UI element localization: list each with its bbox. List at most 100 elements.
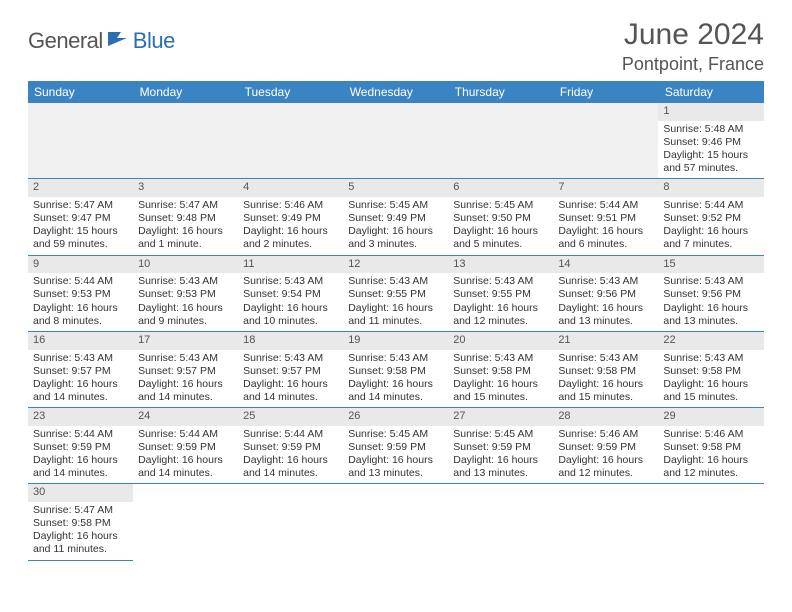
calendar-cell: 14Sunrise: 5:43 AMSunset: 9:56 PMDayligh… <box>553 255 658 331</box>
day-sunrise: Sunrise: 5:46 AM <box>558 428 653 441</box>
day-day1: Daylight: 16 hours <box>33 378 128 391</box>
day-sunrise: Sunrise: 5:43 AM <box>558 275 653 288</box>
day-day1: Daylight: 15 hours <box>33 225 128 238</box>
day-day2: and 13 minutes. <box>348 467 443 480</box>
day-sunset: Sunset: 9:58 PM <box>663 441 758 454</box>
day-sunrise: Sunrise: 5:43 AM <box>453 352 548 365</box>
day-sunrise: Sunrise: 5:43 AM <box>663 352 758 365</box>
calendar-cell: 1Sunrise: 5:48 AMSunset: 9:46 PMDaylight… <box>658 103 763 179</box>
day-day1: Daylight: 16 hours <box>33 302 128 315</box>
day-content: Sunrise: 5:46 AMSunset: 9:49 PMDaylight:… <box>238 197 343 255</box>
calendar-cell <box>658 484 763 560</box>
day-sunset: Sunset: 9:57 PM <box>33 365 128 378</box>
calendar-row: 2Sunrise: 5:47 AMSunset: 9:47 PMDaylight… <box>28 179 764 255</box>
day-day2: and 13 minutes. <box>453 467 548 480</box>
day-number: 15 <box>658 256 763 274</box>
calendar-cell <box>238 103 343 179</box>
day-day2: and 14 minutes. <box>33 467 128 480</box>
day-content: Sunrise: 5:45 AMSunset: 9:49 PMDaylight:… <box>343 197 448 255</box>
day-sunrise: Sunrise: 5:45 AM <box>348 428 443 441</box>
day-day1: Daylight: 16 hours <box>453 454 548 467</box>
day-sunset: Sunset: 9:55 PM <box>453 288 548 301</box>
day-day2: and 12 minutes. <box>558 467 653 480</box>
day-day2: and 12 minutes. <box>663 467 758 480</box>
day-sunrise: Sunrise: 5:43 AM <box>243 352 338 365</box>
calendar-cell: 16Sunrise: 5:43 AMSunset: 9:57 PMDayligh… <box>28 331 133 407</box>
weekday-header: Friday <box>553 81 658 103</box>
day-content: Sunrise: 5:47 AMSunset: 9:47 PMDaylight:… <box>28 197 133 255</box>
day-number: 23 <box>28 408 133 426</box>
day-number: 8 <box>658 179 763 197</box>
calendar-cell <box>553 103 658 179</box>
calendar-cell: 9Sunrise: 5:44 AMSunset: 9:53 PMDaylight… <box>28 255 133 331</box>
calendar-cell: 20Sunrise: 5:43 AMSunset: 9:58 PMDayligh… <box>448 331 553 407</box>
day-day2: and 14 minutes. <box>243 467 338 480</box>
calendar-cell: 11Sunrise: 5:43 AMSunset: 9:54 PMDayligh… <box>238 255 343 331</box>
day-day1: Daylight: 16 hours <box>243 454 338 467</box>
day-day1: Daylight: 16 hours <box>453 225 548 238</box>
day-sunset: Sunset: 9:53 PM <box>138 288 233 301</box>
calendar-cell: 21Sunrise: 5:43 AMSunset: 9:58 PMDayligh… <box>553 331 658 407</box>
day-day1: Daylight: 16 hours <box>663 454 758 467</box>
calendar-cell <box>238 484 343 560</box>
calendar-cell: 8Sunrise: 5:44 AMSunset: 9:52 PMDaylight… <box>658 179 763 255</box>
day-sunrise: Sunrise: 5:44 AM <box>243 428 338 441</box>
logo-text-general: General <box>28 28 103 54</box>
day-sunrise: Sunrise: 5:46 AM <box>243 199 338 212</box>
day-day2: and 3 minutes. <box>348 238 443 251</box>
day-day2: and 14 minutes. <box>243 391 338 404</box>
day-day2: and 14 minutes. <box>348 391 443 404</box>
calendar-cell <box>133 484 238 560</box>
weekday-header: Wednesday <box>343 81 448 103</box>
day-number: 17 <box>133 332 238 350</box>
calendar-cell <box>553 484 658 560</box>
day-sunset: Sunset: 9:50 PM <box>453 212 548 225</box>
day-day1: Daylight: 16 hours <box>558 378 653 391</box>
month-title: June 2024 <box>622 18 764 52</box>
calendar-cell: 24Sunrise: 5:44 AMSunset: 9:59 PMDayligh… <box>133 408 238 484</box>
day-number: 19 <box>343 332 448 350</box>
calendar-cell: 23Sunrise: 5:44 AMSunset: 9:59 PMDayligh… <box>28 408 133 484</box>
day-content: Sunrise: 5:43 AMSunset: 9:56 PMDaylight:… <box>553 273 658 331</box>
day-number: 22 <box>658 332 763 350</box>
calendar-cell: 18Sunrise: 5:43 AMSunset: 9:57 PMDayligh… <box>238 331 343 407</box>
day-sunset: Sunset: 9:47 PM <box>33 212 128 225</box>
day-sunset: Sunset: 9:58 PM <box>663 365 758 378</box>
day-sunset: Sunset: 9:59 PM <box>243 441 338 454</box>
day-sunset: Sunset: 9:58 PM <box>33 517 128 530</box>
day-day1: Daylight: 16 hours <box>663 378 758 391</box>
day-number: 4 <box>238 179 343 197</box>
day-sunset: Sunset: 9:56 PM <box>663 288 758 301</box>
day-sunset: Sunset: 9:52 PM <box>663 212 758 225</box>
day-sunset: Sunset: 9:59 PM <box>348 441 443 454</box>
day-content: Sunrise: 5:43 AMSunset: 9:58 PMDaylight:… <box>343 350 448 408</box>
day-sunset: Sunset: 9:56 PM <box>558 288 653 301</box>
day-sunrise: Sunrise: 5:43 AM <box>663 275 758 288</box>
day-content: Sunrise: 5:43 AMSunset: 9:57 PMDaylight:… <box>133 350 238 408</box>
day-day2: and 14 minutes. <box>138 467 233 480</box>
day-sunrise: Sunrise: 5:43 AM <box>348 275 443 288</box>
day-sunrise: Sunrise: 5:45 AM <box>453 428 548 441</box>
calendar-row: 9Sunrise: 5:44 AMSunset: 9:53 PMDaylight… <box>28 255 764 331</box>
calendar-cell: 10Sunrise: 5:43 AMSunset: 9:53 PMDayligh… <box>133 255 238 331</box>
calendar-cell <box>448 484 553 560</box>
day-sunrise: Sunrise: 5:43 AM <box>33 352 128 365</box>
calendar-cell: 7Sunrise: 5:44 AMSunset: 9:51 PMDaylight… <box>553 179 658 255</box>
day-sunrise: Sunrise: 5:47 AM <box>33 199 128 212</box>
calendar-cell: 4Sunrise: 5:46 AMSunset: 9:49 PMDaylight… <box>238 179 343 255</box>
day-day1: Daylight: 16 hours <box>663 225 758 238</box>
day-day2: and 15 minutes. <box>558 391 653 404</box>
day-content: Sunrise: 5:46 AMSunset: 9:58 PMDaylight:… <box>658 426 763 484</box>
day-content: Sunrise: 5:48 AMSunset: 9:46 PMDaylight:… <box>658 121 763 179</box>
calendar-cell: 29Sunrise: 5:46 AMSunset: 9:58 PMDayligh… <box>658 408 763 484</box>
calendar-cell: 25Sunrise: 5:44 AMSunset: 9:59 PMDayligh… <box>238 408 343 484</box>
day-day2: and 15 minutes. <box>663 391 758 404</box>
calendar-cell: 17Sunrise: 5:43 AMSunset: 9:57 PMDayligh… <box>133 331 238 407</box>
day-day2: and 14 minutes. <box>138 391 233 404</box>
day-number: 29 <box>658 408 763 426</box>
day-number: 9 <box>28 256 133 274</box>
day-number: 7 <box>553 179 658 197</box>
day-sunset: Sunset: 9:57 PM <box>243 365 338 378</box>
day-number: 13 <box>448 256 553 274</box>
day-content: Sunrise: 5:47 AMSunset: 9:58 PMDaylight:… <box>28 502 133 560</box>
